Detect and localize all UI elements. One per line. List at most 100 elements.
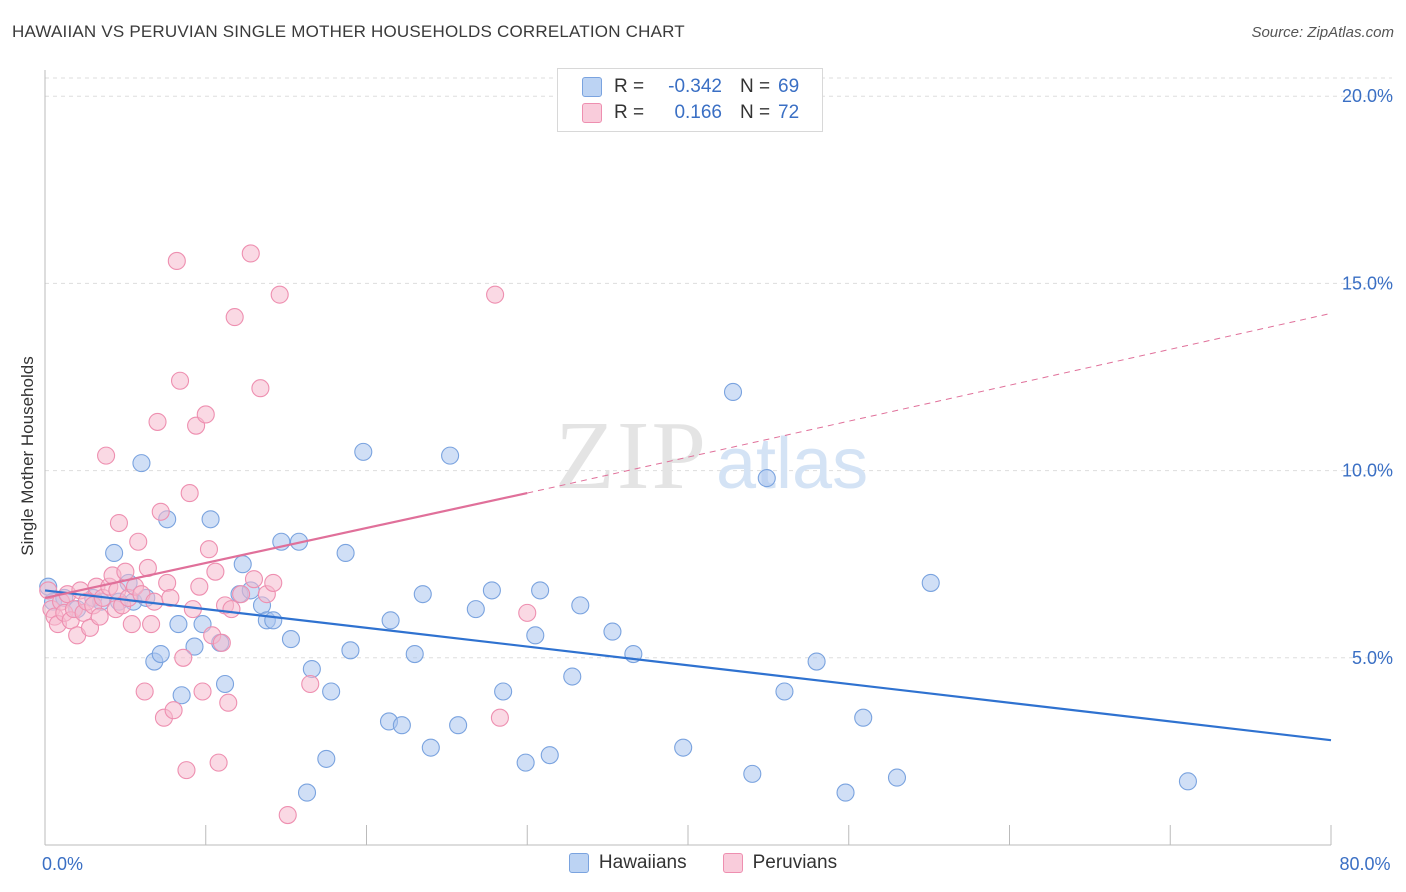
hawaiian-point: [887, 768, 907, 787]
peruvian-point: [518, 603, 537, 622]
hawaiian-point: [392, 716, 411, 735]
legend-n-label: N =: [740, 76, 771, 97]
hawaiian-point: [172, 686, 191, 705]
hawaiian-point: [921, 573, 940, 592]
peruvian-point: [129, 532, 148, 551]
source-label: Source: ZipAtlas.com: [1251, 24, 1394, 41]
peruvian-point: [170, 371, 190, 390]
peruvian-point: [301, 674, 320, 694]
hawaiian-point: [354, 442, 373, 461]
hawaiian-point: [516, 753, 535, 772]
legend-n-value: 69: [778, 76, 800, 97]
peruvian-point: [251, 379, 270, 398]
peruvian-trendline: [44, 491, 528, 599]
peruvian-point: [174, 648, 193, 667]
peruvian-point: [142, 615, 161, 634]
y-tick-label: 15.0%: [1342, 273, 1393, 293]
peruvian-point: [167, 251, 186, 270]
watermark-zip: ZIP: [555, 402, 708, 510]
hawaiian-point: [405, 645, 424, 664]
legend-swatch-peruvians: [722, 853, 743, 873]
peruvian-point: [109, 513, 128, 533]
peruvian-point: [270, 285, 289, 304]
legend-swatch-hawaiians: [582, 77, 602, 97]
peruvian-point: [196, 405, 215, 424]
peruvian-point: [278, 805, 297, 825]
legend-item-hawaiians: Hawaiians: [568, 852, 687, 874]
hawaiian-point: [526, 626, 545, 645]
peruvian-point: [241, 244, 260, 263]
peruvian-point: [206, 562, 225, 581]
peruvian-point: [90, 607, 109, 626]
hawaiian-point: [336, 543, 355, 563]
peruvian-point: [190, 577, 209, 596]
y-tick-label: 10.0%: [1342, 461, 1393, 481]
hawaiian-point: [441, 446, 460, 465]
y-axis-label: Single Mother Households: [18, 356, 37, 556]
peruvian-point: [122, 615, 141, 634]
peruvian-point: [158, 573, 177, 592]
hawaiian-point: [413, 585, 432, 604]
hawaiian-point: [105, 543, 124, 563]
peruvian-point: [232, 585, 251, 604]
hawaiian-point: [743, 764, 762, 783]
hawaiian-point: [151, 645, 170, 664]
hawaiian-point: [836, 783, 855, 802]
hawaiian-point: [264, 611, 283, 630]
peruvian-point: [180, 484, 199, 503]
peruvian-point: [486, 285, 505, 304]
peruvian-point: [490, 708, 509, 727]
hawaiian-point: [775, 682, 794, 701]
peruvian-point: [219, 693, 238, 712]
peruvian-point: [177, 761, 196, 780]
x-tick-label: 80.0%: [1339, 854, 1390, 874]
legend-n-label: N =: [740, 102, 771, 123]
hawaiian-point: [381, 611, 400, 630]
correlation-legend: R = -0.342 N = 69 R = 0.166 N = 72: [557, 68, 823, 132]
peruvian-point: [164, 701, 183, 720]
hawaiian-point: [185, 637, 204, 656]
peruvian-point: [199, 540, 219, 559]
peruvian-point: [97, 446, 116, 465]
legend-r-value: -0.342: [668, 76, 722, 97]
hawaiian-point: [563, 667, 582, 686]
peruvian-point: [148, 412, 167, 431]
hawaiian-point: [603, 622, 622, 641]
peruvian-point: [151, 502, 170, 521]
hawaiian-point: [723, 382, 743, 402]
peruvian-point: [116, 562, 135, 581]
peruvian-point: [209, 753, 228, 772]
hawaiian-point: [571, 596, 590, 615]
hawaiian-point: [449, 716, 468, 735]
legend-swatch-hawaiians: [568, 853, 589, 873]
peruvian-point: [225, 308, 244, 327]
hawaiian-point: [540, 746, 559, 765]
y-tick-label: 20.0%: [1342, 86, 1393, 106]
hawaiian-point: [215, 674, 235, 694]
hawaiian-point: [674, 738, 693, 757]
legend-label-peruvians: Peruvians: [752, 852, 838, 873]
hawaiian-point: [317, 749, 336, 768]
y-tick-label: 5.0%: [1352, 648, 1393, 668]
x-tick-label: 0.0%: [42, 854, 83, 874]
hawaiian-point: [201, 510, 220, 529]
hawaiian-point: [854, 708, 873, 727]
legend-swatch-peruvians: [582, 103, 602, 123]
hawaiian-point: [494, 682, 513, 701]
hawaiian-point: [757, 469, 776, 488]
legend-r-value: 0.166: [674, 102, 722, 123]
legend-r-label: R =: [614, 102, 645, 123]
hawaiian-trendline: [44, 589, 1332, 742]
peruvian-point: [161, 588, 180, 607]
legend-label-hawaiians: Hawaiians: [598, 852, 687, 873]
peruvian-trendline-extension: [527, 312, 1332, 494]
peruvian-point: [193, 682, 212, 701]
hawaiian-point: [297, 783, 317, 802]
hawaiian-point: [132, 454, 151, 473]
hawaiian-point: [341, 641, 360, 660]
hawaiian-point: [322, 682, 341, 701]
hawaiian-point: [807, 652, 826, 671]
hawaiian-point: [169, 615, 188, 634]
hawaiian-point: [531, 581, 550, 600]
